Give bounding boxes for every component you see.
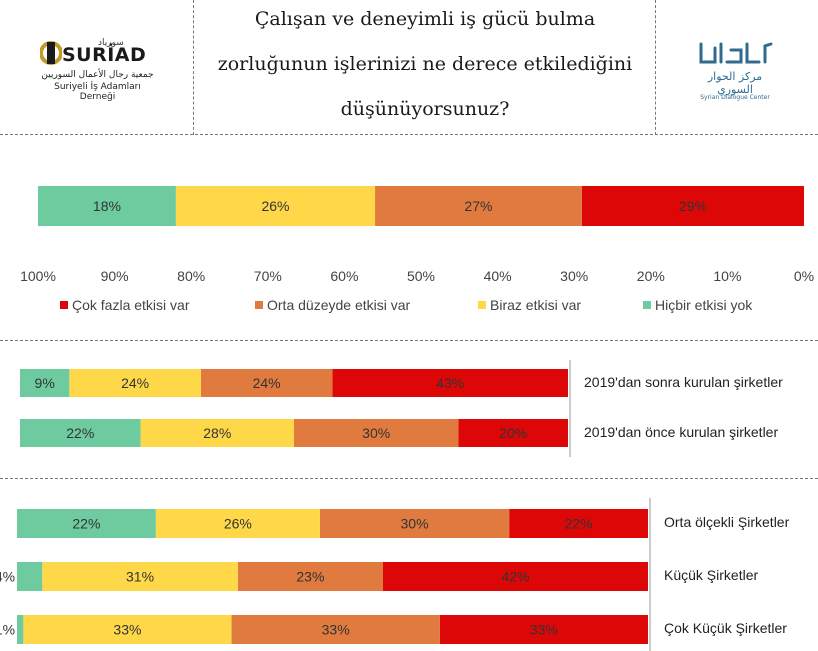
page-title-line-3: düşünüyorsunuz? <box>340 98 510 120</box>
overall-chart-bar-biraz-0 <box>175 186 376 226</box>
legend-swatch-biraz <box>478 301 486 309</box>
company-size-chart-value-label-hic-0: 22% <box>72 516 100 532</box>
company-size-chart-bar-cok-0 <box>509 509 648 538</box>
company-size-chart-value-label-cok-2: 33% <box>530 622 558 638</box>
company-size-chart-bar-cok-1 <box>382 562 648 591</box>
legend-swatch-hic <box>643 301 651 309</box>
founding-year-chart-bar-cok-1 <box>458 419 568 447</box>
page-title-line-1: Çalışan ve deneyimli iş gücü bulma <box>254 8 596 30</box>
overall-chart-bar-cok-0 <box>581 186 804 226</box>
page-title-line-2: zorluğunun işlerinizi ne derece etkiledi… <box>217 53 633 75</box>
suriad-arabic-name: سورياد <box>98 38 124 48</box>
overall-chart-value-label-hic-0: 18% <box>93 198 121 214</box>
overall-chart-bar-orta-0 <box>375 186 582 226</box>
founding-year-chart-bar-cok-0 <box>332 369 568 397</box>
suriad-emblem-icon <box>40 41 62 65</box>
founding-year-chart-value-label-biraz-0: 24% <box>121 375 149 391</box>
legend-label-orta: Orta düzeyde etkisi var <box>267 297 411 313</box>
header-divider-left <box>193 0 194 135</box>
legend-label-cok: Çok fazla etkisi var <box>72 297 190 313</box>
x-tick-label-3: 70% <box>254 268 282 284</box>
company-size-chart-value-label-hic-1: 4% <box>0 569 15 585</box>
legend-item-orta: Orta düzeyde etkisi var <box>255 296 410 314</box>
dialogue-center-arabic: مركز الحوار السوري <box>707 70 763 96</box>
company-size-chart-value-label-biraz-2: 33% <box>113 622 141 638</box>
company-size-chart-value-label-orta-0: 30% <box>401 516 429 532</box>
suriad-arabic-org: جمعية رجال الأعمال السوريين <box>41 70 154 80</box>
company-size-chart-bar-biraz-0 <box>155 509 320 538</box>
x-tick-label-8: 20% <box>637 268 665 284</box>
category-label-orta-l-ekli-irketler: Orta ölçekli Şirketler <box>664 514 790 530</box>
company-size-chart-value-label-hic-2: 1% <box>0 622 15 638</box>
legend-item-cok: Çok fazla etkisi var <box>60 296 189 314</box>
company-size-chart: 22% 30% 26% 22% 42% 23% 31% 4% 33% 33% 33% 1% <box>0 498 651 651</box>
company-size-chart-value-label-orta-1: 23% <box>296 569 324 585</box>
x-tick-label-7: 30% <box>560 268 588 284</box>
founding-year-chart-value-label-hic-1: 22% <box>66 425 94 441</box>
suriad-name: SURİAD <box>62 44 147 66</box>
x-tick-label-2: 80% <box>177 268 205 284</box>
legend-item-biraz: Biraz etkisi var <box>478 296 581 314</box>
founding-year-chart-value-label-biraz-1: 28% <box>203 425 231 441</box>
founding-year-chart: 43% 24% 24% 9% 20% 30% 28% 22% <box>20 360 571 457</box>
overall-chart-bar-hic-0 <box>38 186 176 226</box>
overall-chart: 29% 27% 26% 18% 100% 90% 80% 70% 60% 50% 40% 30% 20%… <box>20 186 814 284</box>
category-label-k-k-irketler: Küçük Şirketler <box>664 567 759 583</box>
header-divider-bottom <box>0 134 818 135</box>
legend-swatch-orta <box>255 301 263 309</box>
x-tick-label-9: 10% <box>713 268 741 284</box>
section-divider-1 <box>0 340 818 341</box>
category-label-2019-dan-nce-kurulan-irketler: 2019'dan önce kurulan şirketler <box>584 424 779 440</box>
category-label-ok-k-k-irketler: Çok Küçük Şirketler <box>664 620 787 636</box>
x-tick-label-1: 90% <box>101 268 129 284</box>
founding-year-chart-bar-biraz-1 <box>140 419 294 447</box>
founding-year-chart-value-label-orta-0: 24% <box>253 375 281 391</box>
company-size-chart-bar-biraz-1 <box>42 562 238 591</box>
founding-year-chart-value-label-orta-1: 30% <box>362 425 390 441</box>
company-size-chart-value-label-cok-0: 22% <box>565 516 593 532</box>
founding-year-chart-value-label-cok-0: 43% <box>436 375 464 391</box>
founding-year-chart-bar-hic-1 <box>20 419 141 447</box>
company-size-chart-bar-orta-2 <box>231 615 440 644</box>
company-size-chart-bar-biraz-2 <box>23 615 232 644</box>
legend-item-hic: Hiçbir etkisi yok <box>643 296 752 314</box>
company-size-chart-bar-orta-1 <box>237 562 383 591</box>
company-size-chart-value-label-orta-2: 33% <box>322 622 350 638</box>
founding-year-chart-bar-orta-0 <box>200 369 333 397</box>
founding-year-chart-bar-hic-0 <box>20 369 70 397</box>
founding-year-chart-value-label-hic-0: 9% <box>35 375 55 391</box>
founding-year-chart-value-label-cok-1: 20% <box>499 425 527 441</box>
x-tick-label-6: 40% <box>484 268 512 284</box>
dialogue-center-emblem-icon <box>699 42 773 64</box>
dialogue-center-english: Syrian Dialogue Center <box>700 94 770 101</box>
report-header: سورياد SURİAD جمعية رجال الأعمال السوريي… <box>0 0 818 135</box>
company-size-chart-bar-orta-0 <box>319 509 510 538</box>
section-divider-2 <box>0 478 818 479</box>
founding-year-chart-bar-biraz-0 <box>69 369 201 397</box>
company-size-chart-bar-cok-2 <box>439 615 648 644</box>
overall-chart-value-label-biraz-0: 26% <box>261 198 289 214</box>
x-tick-label-5: 50% <box>407 268 435 284</box>
legend-label-biraz: Biraz etkisi var <box>490 297 582 313</box>
founding-year-chart-bar-orta-1 <box>294 419 459 447</box>
company-size-chart-value-label-biraz-0: 26% <box>224 516 252 532</box>
x-tick-label-10: 0% <box>794 268 814 284</box>
suriad-turkish-org: Suriyeli İş Adamları Derneği <box>54 82 141 102</box>
legend-label-hic: Hiçbir etkisi yok <box>655 297 753 313</box>
company-size-chart-bar-hic-1 <box>17 562 43 591</box>
overall-chart-value-label-orta-0: 27% <box>464 198 492 214</box>
company-size-chart-value-label-cok-1: 42% <box>501 569 529 585</box>
header-divider-right <box>655 0 656 135</box>
company-size-chart-value-label-biraz-1: 31% <box>126 569 154 585</box>
overall-chart-value-label-cok-0: 29% <box>679 198 707 214</box>
category-label-2019-dan-sonra-kurulan-irketler: 2019'dan sonra kurulan şirketler <box>584 374 783 390</box>
x-tick-label-0: 100% <box>20 268 56 284</box>
legend-swatch-cok <box>60 301 68 309</box>
x-tick-label-4: 60% <box>330 268 358 284</box>
company-size-chart-bar-hic-2 <box>17 615 24 644</box>
company-size-chart-bar-hic-0 <box>17 509 156 538</box>
